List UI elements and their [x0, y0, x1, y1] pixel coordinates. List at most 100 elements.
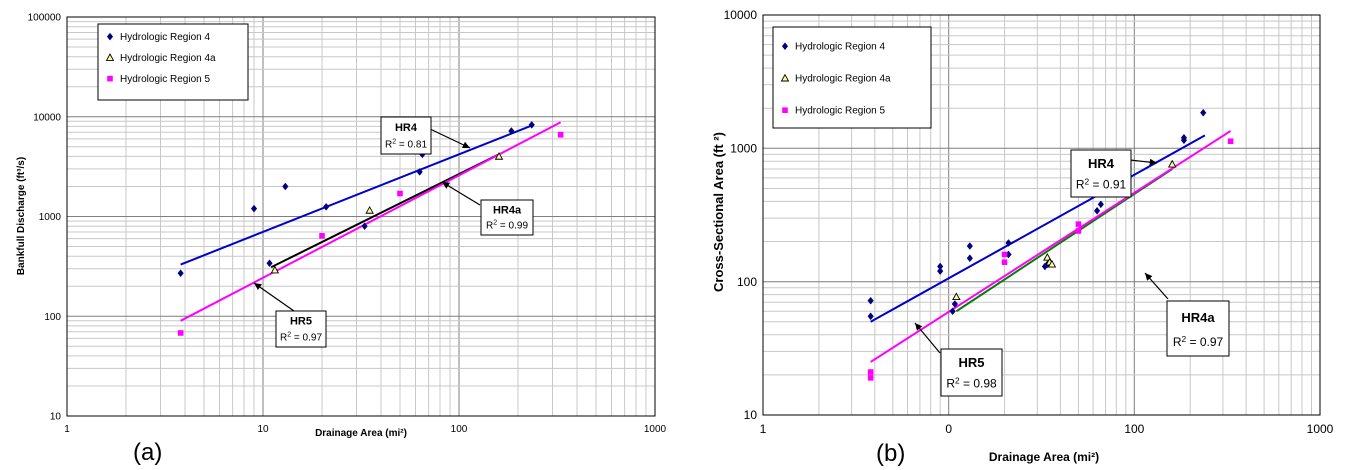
annotation-hr4: HR4 R2 = 0.91 — [1070, 149, 1158, 198]
plot-area-border — [66, 16, 656, 417]
legend-entry-label: Hydrologic Region 4 — [120, 32, 210, 43]
data-point-square — [1075, 221, 1082, 227]
annotation-box — [1070, 149, 1132, 198]
annotation-hr5: HR5 R2 = 0.98 — [914, 322, 1003, 397]
annotation-hr4a: HR4a R2 = 0.97 — [1144, 272, 1230, 357]
annotation-hr4a: HR4a R2 = 0.99 — [441, 181, 534, 236]
x-tick-label: 0 — [945, 422, 952, 436]
arrowhead-icon — [254, 283, 262, 290]
annotation-label: HR4 — [1088, 156, 1115, 171]
arrowhead-icon — [462, 141, 470, 149]
data-point-diamond — [949, 307, 956, 316]
y-tick-label: 100 — [737, 275, 757, 289]
panel-label: (a) — [133, 439, 162, 466]
annotation-r-squared: R2 = 0.81 — [385, 138, 427, 150]
data-point-square — [1227, 138, 1234, 145]
data-point-square — [1001, 259, 1008, 265]
annotation-hr5: HR5 R2 = 0.97 — [253, 282, 327, 348]
annotation-label: HR5 — [958, 355, 984, 370]
annotation-r-squared: R2 = 0.97 — [280, 332, 322, 344]
y-tick-label: 1000 — [730, 142, 757, 156]
fit-line-hr4a — [270, 153, 500, 269]
legend-marker-square — [782, 107, 788, 113]
data-point-diamond — [1180, 136, 1188, 145]
x-tick-label: 100 — [1124, 422, 1144, 436]
x-axis-label: Drainage Area (mi²) — [989, 450, 1099, 464]
annotation-label: HR4a — [493, 204, 522, 216]
data-point-diamond — [323, 202, 330, 211]
data-point-diamond — [282, 182, 289, 191]
fit-line-hr4 — [180, 123, 534, 266]
annotation-box — [1166, 300, 1230, 357]
y-tick-label: 10 — [50, 412, 62, 423]
arrowhead-icon — [442, 182, 450, 189]
legend-marker-triangle — [780, 73, 790, 82]
data-point-triangle — [1047, 259, 1057, 268]
data-point-square — [867, 375, 874, 381]
data-point-diamond — [867, 296, 874, 305]
annotation-box — [940, 348, 1003, 397]
x-tick-label: 10 — [257, 424, 269, 435]
data-point-diamond — [250, 204, 258, 213]
x-axis-label: Drainage Area (mi²) — [315, 428, 407, 439]
annotation-label: HR4a — [1181, 310, 1215, 325]
data-point-diamond — [361, 222, 368, 231]
y-tick-label: 10000 — [724, 8, 758, 22]
legend: Hydrologic Region 4 Hydrologic Region 4a H… — [97, 23, 249, 101]
data-point-diamond — [266, 259, 273, 268]
legend-marker-square — [107, 75, 113, 82]
data-point-square — [177, 330, 184, 336]
x-tick-label: 1000 — [1307, 422, 1334, 436]
x-tick-label: 1 — [760, 422, 767, 436]
annotation-box — [275, 310, 327, 348]
data-point-triangle — [365, 206, 374, 214]
data-point-triangle — [952, 292, 961, 301]
annotation-r-squared: R2 = 0.99 — [486, 220, 528, 232]
legend-marker-triangle — [105, 53, 115, 61]
data-point-diamond — [177, 269, 184, 278]
x-tick-label: 100 — [451, 424, 468, 435]
data-point-diamond — [1093, 206, 1101, 215]
data-point-triangle — [1043, 252, 1052, 261]
legend: Hydrologic Region 4 Hydrologic Region 4a H… — [772, 26, 932, 129]
data-point-square — [867, 369, 874, 375]
fit-line-hr4 — [870, 134, 1206, 323]
annotation-hr4: HR4 R2 = 0.81 — [380, 116, 471, 155]
legend-marker-diamond — [781, 42, 789, 51]
legend-entry-label: Hydrologic Region 4a — [120, 53, 216, 64]
legend-marker-diamond — [106, 32, 114, 41]
arrowhead-icon — [1145, 273, 1153, 281]
data-point-diamond — [1005, 239, 1012, 247]
annotation-arrow-line — [427, 127, 471, 149]
y-tick-label: 10000 — [33, 112, 61, 123]
data-point-square — [397, 190, 403, 197]
data-point-square — [1001, 251, 1008, 258]
x-tick-label: 1000 — [644, 424, 667, 435]
fit-line-hr5 — [870, 130, 1232, 363]
legend-entry-label: Hydrologic Region 5 — [120, 74, 210, 85]
data-point-diamond — [867, 312, 874, 321]
data-point-diamond — [528, 120, 535, 129]
legend-entry-label: Hydrologic Region 4a — [795, 74, 891, 85]
y-tick-label: 1000 — [39, 212, 62, 223]
annotation-box — [380, 116, 432, 155]
y-tick-label: 10 — [744, 408, 758, 422]
data-point-diamond — [1097, 200, 1104, 209]
data-point-diamond — [1200, 108, 1207, 117]
fit-line-hr4a — [955, 168, 1173, 313]
y-axis-label: Bankfull Discharge (ft³/s) — [16, 157, 27, 275]
data-point-square — [557, 131, 564, 138]
annotation-r-squared: R2 = 0.97 — [1173, 334, 1224, 349]
annotation-arrow-line — [441, 181, 481, 206]
y-tick-label: 100 — [44, 312, 61, 323]
data-point-diamond — [966, 254, 973, 263]
legend-entry-label: Hydrologic Region 4 — [795, 42, 885, 53]
data-point-diamond — [951, 300, 958, 308]
x-tick-label: 1 — [64, 424, 70, 435]
data-point-triangle — [494, 152, 504, 160]
data-point-triangle — [270, 265, 280, 274]
annotation-label: HR4 — [395, 122, 418, 134]
data-point-triangle — [1167, 159, 1177, 168]
